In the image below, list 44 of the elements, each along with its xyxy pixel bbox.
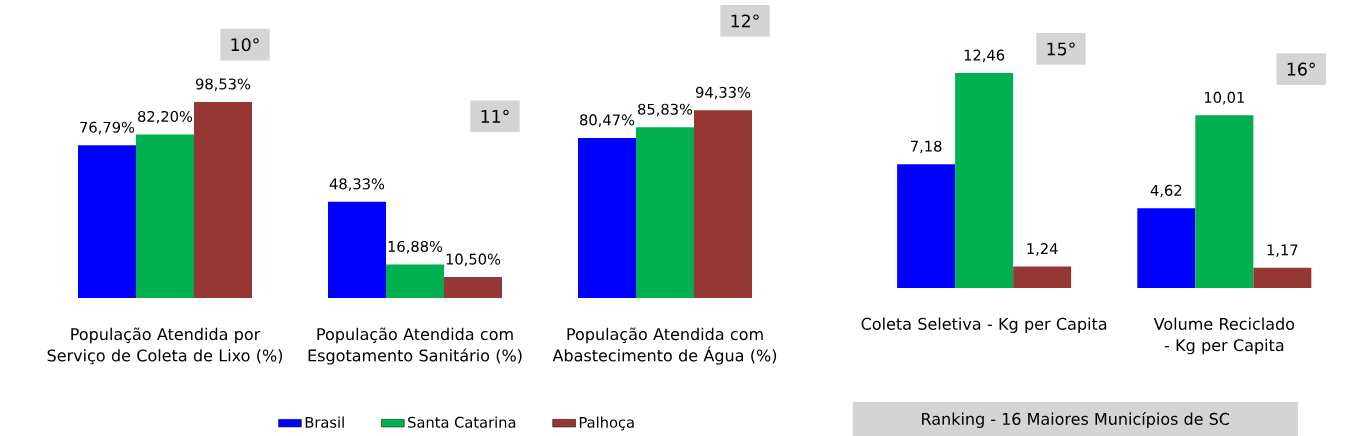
x-tick-label: População Atendida com Esgotamento Sanitário (%) xyxy=(308,327,522,365)
data-label: 85,83% xyxy=(638,103,693,117)
data-label: 94,33% xyxy=(695,86,751,100)
bar xyxy=(1195,115,1254,288)
text: 10° xyxy=(231,38,259,52)
bar xyxy=(194,101,253,298)
x-tick-label: População Atendida por Serviço de Coleta de Lixo (%) xyxy=(47,327,283,365)
data-label: 98,53% xyxy=(195,78,251,91)
data-label: 80,47% xyxy=(580,114,635,127)
bar xyxy=(78,145,137,298)
bar xyxy=(1137,208,1196,288)
bar xyxy=(386,264,445,298)
data-label: 48,33% xyxy=(329,178,385,191)
annotation: 11° xyxy=(481,109,509,123)
bar xyxy=(694,110,753,298)
bar xyxy=(328,201,387,298)
bar xyxy=(955,73,1014,288)
legend-label: Brasil xyxy=(305,416,344,428)
data-label: 7,18 xyxy=(911,140,942,154)
data-label: 12,46 xyxy=(964,49,1005,63)
data-label: 10,01 xyxy=(1204,91,1244,105)
x-tick-label: Coleta Seletiva - Kg per Capita xyxy=(861,317,1107,333)
data-label: 1,24 xyxy=(1027,243,1058,256)
data-label: 76,79% xyxy=(80,121,135,135)
data-label: 82,20% xyxy=(138,110,193,124)
bar xyxy=(1013,266,1072,288)
annotation: 16° xyxy=(1287,62,1315,76)
legend-label: Santa Catarina xyxy=(408,416,516,428)
text: Ranking - 16 Maiores Municípios de SC xyxy=(922,411,1230,429)
data-label: 10,50% xyxy=(446,253,501,267)
bar xyxy=(578,137,637,298)
data-label: 4,62 xyxy=(1150,184,1182,198)
x-tick-label: Volume Reciclado - Kg per Capita xyxy=(1153,317,1295,355)
bar xyxy=(444,277,503,298)
text: 15° xyxy=(1047,42,1075,56)
bar xyxy=(136,134,194,298)
bar xyxy=(1253,267,1312,288)
data-label: 1,17 xyxy=(1267,244,1298,257)
bar xyxy=(897,164,956,288)
data-label: 16,88% xyxy=(388,240,443,254)
x-tick-label: População Atendida com Abastecimento de Água (%) xyxy=(552,327,777,365)
text: 12° xyxy=(731,14,759,28)
legend-label: Palhoça xyxy=(579,416,634,431)
bar xyxy=(636,127,695,298)
